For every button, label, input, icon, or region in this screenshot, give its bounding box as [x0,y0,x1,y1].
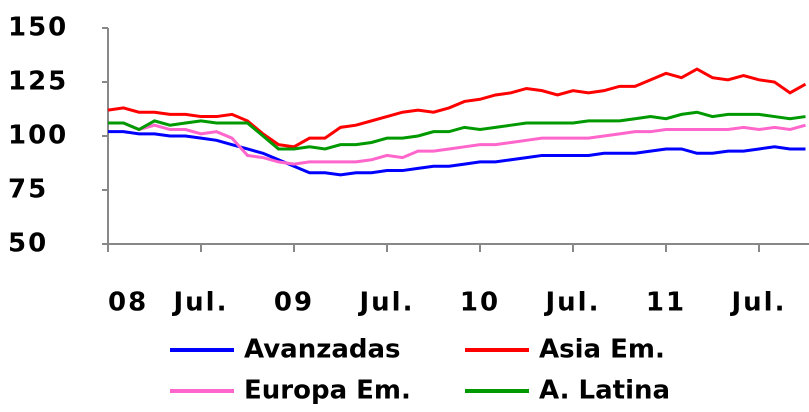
legend-label: Europa Em. [244,376,411,406]
x-tick-label: 10 [460,288,500,318]
x-tick-label: 08 [108,288,148,318]
legend-label: Asia Em. [539,335,665,365]
line-series [108,110,806,151]
y-tick-label: 125 [8,67,68,97]
x-tick-label: Jul. [358,288,415,318]
y-tick-label: 100 [8,121,68,151]
line-series [107,67,807,149]
line-series [108,121,806,166]
y-tick-label: 50 [8,229,48,259]
y-tick-label: 150 [8,13,68,43]
x-tick-label: 09 [274,288,314,318]
x-tick-label: Jul. [544,288,601,318]
line-series [108,130,806,177]
x-tick-label: Jul. [172,288,229,318]
legend-label: Avanzadas [244,335,401,365]
y-tick-label: 75 [8,175,48,205]
legend-label: A. Latina [539,376,670,406]
x-tick-label: Jul. [730,288,787,318]
x-tick-label: 11 [646,288,686,318]
